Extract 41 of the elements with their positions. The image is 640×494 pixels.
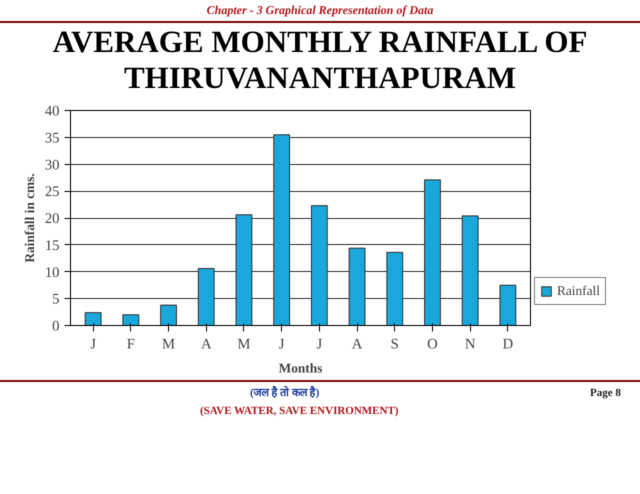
y-tick-label: 40: [44, 104, 60, 120]
x-tick-label: J: [316, 336, 322, 352]
text: (जल है तो कल है): [250, 386, 320, 401]
y-tick-label: 35: [44, 130, 60, 146]
x-tick-label: J: [278, 336, 285, 352]
bar: [236, 214, 252, 326]
bar: [198, 268, 215, 326]
x-tick-label: N: [464, 336, 476, 352]
x-axis-title: Months: [278, 360, 322, 376]
x-tick-label: F: [126, 336, 135, 352]
x-tick-label: A: [352, 336, 363, 352]
y-tick-label: 30: [44, 157, 60, 174]
y-tick-label: 5: [52, 292, 60, 308]
x-tick-label: S: [390, 336, 399, 352]
text: (SAVE WATER, SAVE ENVIRONMENT): [200, 404, 398, 419]
bar: [310, 205, 328, 326]
text: Chapter - 3 Graphical Representation of Data: [0, 2, 640, 24]
bar: [273, 134, 290, 326]
legend-label: Rainfall: [557, 283, 600, 299]
bar: [386, 252, 404, 326]
chart-title: AVERAGE MONTHLY RAINFALL OF THIRUVANANTHAPURAM: [52, 24, 588, 96]
y-tick-label: 20: [44, 211, 60, 227]
bar: [160, 304, 177, 326]
x-tick-label: M: [162, 336, 176, 352]
y-tick-label: 25: [44, 184, 60, 200]
x-tick-label: M: [237, 336, 250, 352]
x-tick-label: O: [427, 336, 438, 352]
x-tick-label: J: [90, 336, 96, 352]
bar: [499, 284, 516, 326]
x-tick-label: A: [200, 336, 212, 352]
y-tick-label: 10: [44, 264, 60, 281]
y-tick-label: 0: [52, 318, 60, 334]
x-tick-label: D: [502, 336, 514, 352]
text: Page 8: [590, 386, 621, 401]
bar: [424, 179, 441, 326]
y-axis-title: Rainfall in cms.: [22, 173, 37, 263]
bar: [122, 314, 140, 326]
bar: [348, 248, 366, 326]
bar: [462, 215, 479, 326]
bar: [84, 312, 102, 326]
y-tick-label: 15: [44, 238, 60, 254]
